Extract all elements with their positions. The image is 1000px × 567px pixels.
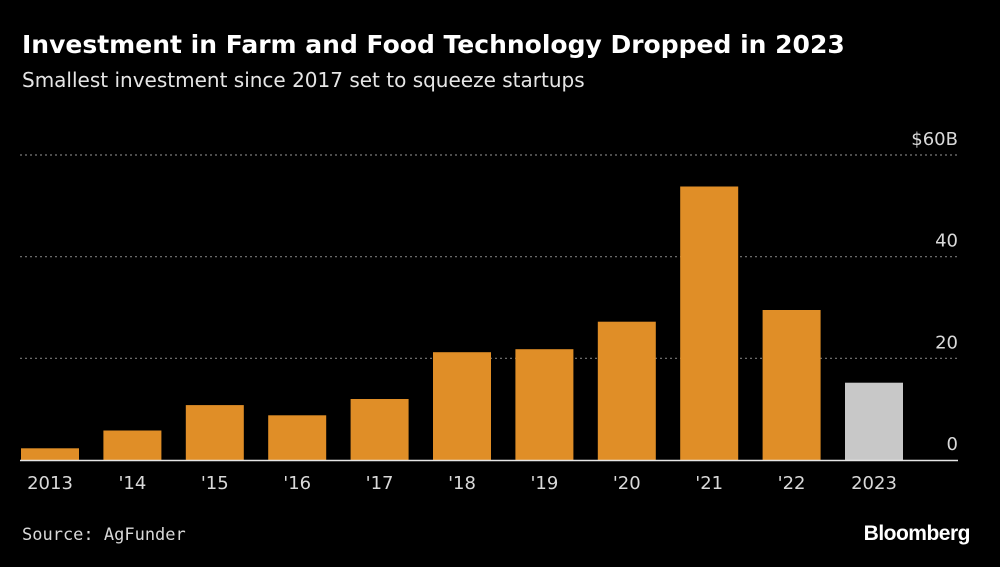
y-tick-label: 0 bbox=[947, 434, 958, 455]
bar-0 bbox=[21, 448, 79, 460]
source-note: Source: AgFunder bbox=[22, 525, 186, 545]
bar-1 bbox=[103, 430, 162, 460]
bar-5 bbox=[433, 352, 491, 460]
x-tick-label: '19 bbox=[530, 473, 558, 494]
x-tick-label: '17 bbox=[366, 473, 394, 494]
bar-8 bbox=[680, 186, 739, 460]
bar-7 bbox=[597, 321, 656, 460]
bar-3 bbox=[268, 415, 327, 460]
chart-title: Investment in Farm and Food Technology D… bbox=[22, 30, 845, 59]
x-tick-label: '22 bbox=[778, 473, 806, 494]
bar-10 bbox=[845, 382, 903, 460]
bar-6 bbox=[515, 349, 574, 460]
bar-4 bbox=[350, 399, 409, 460]
bar-9 bbox=[762, 310, 821, 460]
x-tick-label: '15 bbox=[201, 473, 229, 494]
x-tick-label: '21 bbox=[695, 473, 723, 494]
x-tick-label: 2013 bbox=[27, 473, 73, 494]
x-tick-label: '18 bbox=[448, 473, 476, 494]
x-tick-label: '16 bbox=[283, 473, 311, 494]
y-tick-label: 20 bbox=[935, 332, 958, 353]
bloomberg-logo: Bloomberg bbox=[863, 522, 971, 545]
x-tick-label: '20 bbox=[613, 473, 641, 494]
chart-subtitle: Smallest investment since 2017 set to sq… bbox=[22, 68, 585, 92]
x-tick-label: 2023 bbox=[851, 473, 897, 494]
bar-2 bbox=[185, 405, 244, 460]
axes: 0 20 40 $60B 2013 '14 '15 '16 '17 '18 '19 '20 '21 '22… bbox=[20, 129, 958, 494]
bars bbox=[21, 186, 903, 460]
x-tick-label: '14 bbox=[118, 473, 146, 494]
y-tick-label: $60B bbox=[911, 129, 958, 150]
y-tick-label: 40 bbox=[935, 231, 958, 252]
